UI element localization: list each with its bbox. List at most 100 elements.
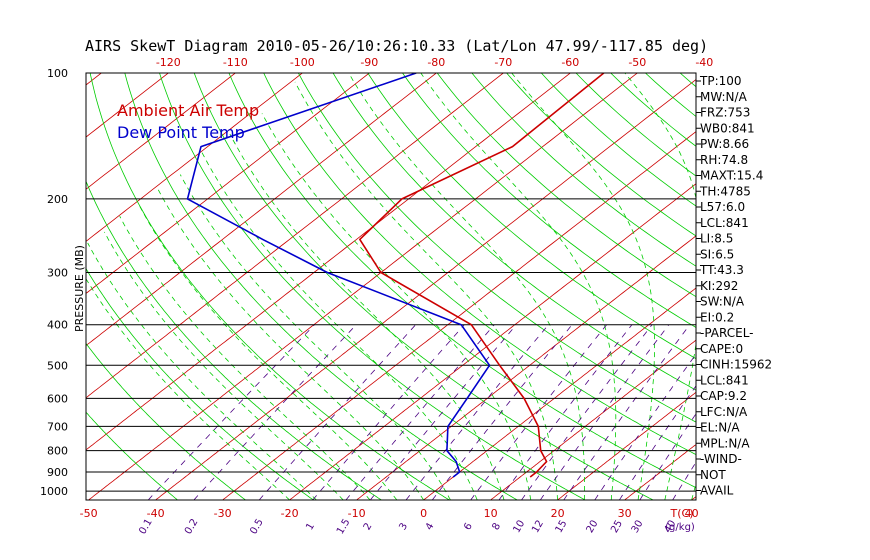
temperature-profile xyxy=(359,73,605,478)
isotherm-line xyxy=(557,391,696,500)
bottom-temp-tick-label: 10 xyxy=(484,507,498,520)
bottom-temp-tick-label: 20 xyxy=(551,507,565,520)
pressure-tick-label: 400 xyxy=(47,319,68,332)
bottom-temp-tick-label: -20 xyxy=(281,507,299,520)
top-temp-tick-label: -60 xyxy=(561,56,579,69)
moist-adiabat-line xyxy=(261,113,532,500)
pressure-tick-label: 600 xyxy=(47,392,68,405)
index-label: AVAIL xyxy=(700,484,734,498)
top-temp-tick-label: -110 xyxy=(223,56,248,69)
isotherm-line xyxy=(490,339,696,500)
bottom-temp-tick-label: -50 xyxy=(80,507,98,520)
x-axis-unit-label: T(C) xyxy=(670,507,694,520)
index-label: -WIND- xyxy=(700,452,742,466)
index-label: PW:8.66 xyxy=(700,137,749,151)
mixing-ratio-line xyxy=(498,324,633,500)
moist-adiabat-line xyxy=(137,203,398,500)
index-label: MAXT:15.4 xyxy=(700,169,763,183)
index-label: EL:N/A xyxy=(700,421,740,435)
pressure-tick-label: 900 xyxy=(47,466,68,479)
index-label: FRZ:753 xyxy=(700,106,750,120)
top-temp-tick-label: -80 xyxy=(427,56,445,69)
dewpoint-profile xyxy=(186,73,491,478)
pressure-tick-label: 700 xyxy=(47,420,68,433)
bottom-temp-tick-label: 0 xyxy=(420,507,427,520)
dry-adiabat-line xyxy=(124,73,518,500)
isotherm-line xyxy=(88,73,638,500)
dry-adiabat-line xyxy=(86,411,178,500)
mixing-ratio-line xyxy=(369,324,517,500)
bottom-temp-tick-label: 40 xyxy=(685,507,699,520)
chart-title: AIRS SkewT Diagram 2010-05-26/10:26:10.3… xyxy=(85,37,708,55)
mixing-ratio-line xyxy=(258,324,416,500)
index-label: LFC:N/A xyxy=(700,405,748,419)
isotherm-line xyxy=(86,73,504,399)
mixing-ratio-line xyxy=(405,324,549,500)
index-label: KI:292 xyxy=(700,279,738,293)
moist-adiabat-line xyxy=(179,174,451,500)
mixing-ratio-line xyxy=(312,324,465,500)
dry-adiabat-line xyxy=(86,342,246,500)
isotherm-line xyxy=(222,131,696,500)
pressure-tick-label: 100 xyxy=(47,67,68,80)
index-label: LCL:841 xyxy=(700,373,749,387)
dry-adiabat-line xyxy=(332,73,696,391)
top-temp-tick-label: -50 xyxy=(628,56,646,69)
mixing-ratio-line xyxy=(594,353,696,500)
index-label: SW:N/A xyxy=(700,295,745,309)
isotherm-line xyxy=(423,287,696,500)
top-temp-tick-label: -120 xyxy=(156,56,181,69)
top-temp-tick-label: -40 xyxy=(695,56,713,69)
index-label: MPL:N/A xyxy=(700,436,750,450)
index-label: TP:100 xyxy=(699,74,742,88)
index-label: RH:74.8 xyxy=(700,153,748,167)
top-temp-tick-label: -90 xyxy=(360,56,378,69)
mixing-ratio-line xyxy=(521,324,653,500)
mixing-ratio-tick-label: 1 xyxy=(304,521,317,532)
pressure-tick-label: 300 xyxy=(47,267,68,280)
index-label: LI:8.5 xyxy=(700,232,733,246)
dry-adiabat-line xyxy=(298,73,696,423)
moist-adiabat-line xyxy=(104,231,344,500)
dry-adiabat-line xyxy=(89,73,450,500)
index-label: TH:4785 xyxy=(699,184,751,198)
pressure-tick-label: 500 xyxy=(47,359,68,372)
moist-adiabat-line xyxy=(420,73,617,500)
index-label: WB0:841 xyxy=(700,121,755,135)
dry-adiabat-line xyxy=(436,73,696,298)
dry-adiabat-line xyxy=(402,73,696,328)
isotherm-line xyxy=(86,73,370,294)
index-label: EI:0.2 xyxy=(700,310,734,324)
dry-adiabat-line xyxy=(228,73,696,489)
mixing-unit-label: (g/kg) xyxy=(665,522,695,533)
dry-adiabat-line xyxy=(159,73,586,500)
top-temp-tick-label: -70 xyxy=(494,56,512,69)
index-label: NOT xyxy=(700,468,726,482)
index-label: MW:N/A xyxy=(700,90,748,104)
isotherm-line xyxy=(289,183,696,500)
index-label: CINH:15962 xyxy=(700,358,772,372)
moist-adiabat-line xyxy=(157,189,424,500)
mixing-ratio-line xyxy=(539,324,670,500)
isotherm-line xyxy=(86,73,571,451)
index-label: SI:6.5 xyxy=(700,247,734,261)
dry-adiabat-line xyxy=(193,73,654,500)
mixing-ratio-tick-label: 3 xyxy=(397,521,410,532)
index-label: CAP:9.2 xyxy=(700,389,747,403)
bottom-temp-tick-label: -30 xyxy=(214,507,232,520)
legend-temperature: Ambient Air Temp xyxy=(117,101,259,120)
index-label: -PARCEL- xyxy=(700,326,754,340)
moist-adiabat-line xyxy=(294,81,558,500)
mixing-ratio-tick-label: 2 xyxy=(362,521,375,532)
mixing-ratio-line xyxy=(345,324,495,500)
dry-adiabat-line xyxy=(367,73,696,360)
mixing-ratio-line xyxy=(563,324,691,500)
plot-frame xyxy=(85,72,697,501)
dry-adiabat-line xyxy=(263,73,696,456)
mixing-ratio-tick-label: 8 xyxy=(490,521,503,532)
pressure-tick-label: 1000 xyxy=(40,485,68,498)
mixing-ratio-line xyxy=(147,324,315,500)
plot-area xyxy=(86,73,696,500)
